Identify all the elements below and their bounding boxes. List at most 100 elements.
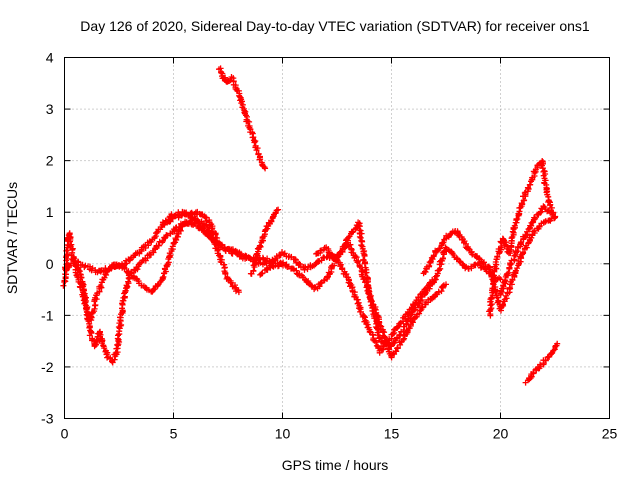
data-point-marker xyxy=(388,328,405,350)
data-point-marker xyxy=(514,232,530,251)
data-point-marker xyxy=(532,205,546,222)
data-point-marker xyxy=(242,110,256,136)
series-track-i xyxy=(497,203,556,298)
data-point-marker xyxy=(127,249,143,263)
data-points xyxy=(60,65,561,386)
data-point-marker xyxy=(497,276,504,283)
data-point-marker xyxy=(506,219,519,257)
data-point-marker xyxy=(524,214,538,238)
data-point-marker xyxy=(118,287,129,318)
data-point-marker xyxy=(464,243,481,261)
data-point-marker xyxy=(267,260,284,270)
series-track-g xyxy=(420,214,558,314)
grid-lines xyxy=(64,57,610,419)
data-point-marker xyxy=(255,151,268,171)
data-point-marker xyxy=(275,206,282,213)
data-point-marker xyxy=(366,291,383,342)
series-track-c xyxy=(62,215,242,296)
data-point-marker xyxy=(214,245,231,282)
data-point-marker xyxy=(72,258,88,271)
data-point-marker xyxy=(366,328,383,354)
data-point-marker xyxy=(262,165,269,172)
data-point-marker xyxy=(334,237,351,261)
data-point-marker xyxy=(539,158,553,205)
data-point-marker xyxy=(235,289,242,296)
data-point-marker xyxy=(191,215,208,234)
y-tick-label: 4 xyxy=(46,50,54,66)
data-point-marker xyxy=(524,168,538,191)
data-point-marker xyxy=(388,319,404,338)
data-point-marker xyxy=(497,265,513,298)
data-point-marker xyxy=(398,318,416,345)
data-point-marker xyxy=(113,314,125,356)
data-point-marker xyxy=(202,214,219,241)
data-point-marker xyxy=(530,219,547,236)
data-point-marker xyxy=(136,251,154,267)
data-point-marker xyxy=(96,329,107,349)
data-point-marker xyxy=(324,257,340,282)
data-point-marker xyxy=(236,90,249,116)
data-point-marker xyxy=(532,159,545,175)
data-point-marker xyxy=(432,235,450,256)
data-point-marker xyxy=(302,276,318,291)
data-point-marker xyxy=(159,211,175,227)
data-point-marker xyxy=(301,262,318,273)
y-tick-label: -3 xyxy=(41,411,54,427)
data-point-marker xyxy=(115,262,132,276)
data-point-marker xyxy=(519,231,536,257)
data-point-marker xyxy=(224,275,242,295)
x-tick-label: 15 xyxy=(384,426,400,442)
data-point-marker xyxy=(313,244,328,257)
data-point-marker xyxy=(442,244,460,262)
series-track-h xyxy=(486,158,559,319)
data-point-marker xyxy=(549,342,560,356)
plot-frame xyxy=(64,57,610,419)
data-point-marker xyxy=(518,185,532,207)
data-point-marker xyxy=(506,248,521,271)
data-point-marker xyxy=(160,229,176,244)
data-point-marker xyxy=(159,240,177,282)
data-point-marker xyxy=(421,277,438,298)
data-point-marker xyxy=(192,208,208,220)
data-point-marker xyxy=(290,265,307,281)
y-tick-label: 3 xyxy=(46,101,54,117)
data-point-marker xyxy=(420,252,437,277)
series-track-d xyxy=(159,208,439,356)
data-point-marker xyxy=(249,130,262,157)
y-axis-label: SDTVAR / TECUs xyxy=(4,182,20,294)
x-tick-label: 20 xyxy=(493,426,509,442)
series-track-b xyxy=(73,220,286,366)
data-point-marker xyxy=(345,276,362,307)
data-point-marker xyxy=(109,350,120,366)
data-point-marker xyxy=(170,220,187,246)
data-point-marker xyxy=(356,302,373,333)
data-point-marker xyxy=(554,340,561,347)
data-point-marker xyxy=(78,274,89,306)
data-point-marker xyxy=(254,231,268,252)
x-tick-label: 25 xyxy=(602,426,618,442)
y-tick-label: 2 xyxy=(46,153,54,169)
data-point-marker xyxy=(422,293,438,308)
y-tick-label: 1 xyxy=(46,204,54,220)
x-axis-tick-labels: 0 5 10 15 20 25 xyxy=(61,426,618,442)
data-point-marker xyxy=(540,215,558,226)
data-point-marker xyxy=(93,276,106,299)
data-point-marker xyxy=(216,65,230,85)
data-point-marker xyxy=(148,238,166,258)
data-point-marker xyxy=(432,247,450,283)
data-point-marker xyxy=(228,74,242,94)
x-axis-label: GPS time / hours xyxy=(282,457,389,473)
series-track-j xyxy=(216,65,269,172)
y-tick-label: 0 xyxy=(46,256,54,272)
data-point-marker xyxy=(223,77,234,85)
data-point-marker xyxy=(453,256,470,272)
x-tick-label: 10 xyxy=(275,426,291,442)
data-point-marker xyxy=(549,211,556,218)
data-point-marker xyxy=(268,207,280,224)
data-point-marker xyxy=(82,302,95,337)
series-track-k xyxy=(247,206,282,277)
data-point-marker xyxy=(261,218,275,235)
data-point-marker xyxy=(498,281,514,314)
data-point-marker xyxy=(508,251,526,288)
